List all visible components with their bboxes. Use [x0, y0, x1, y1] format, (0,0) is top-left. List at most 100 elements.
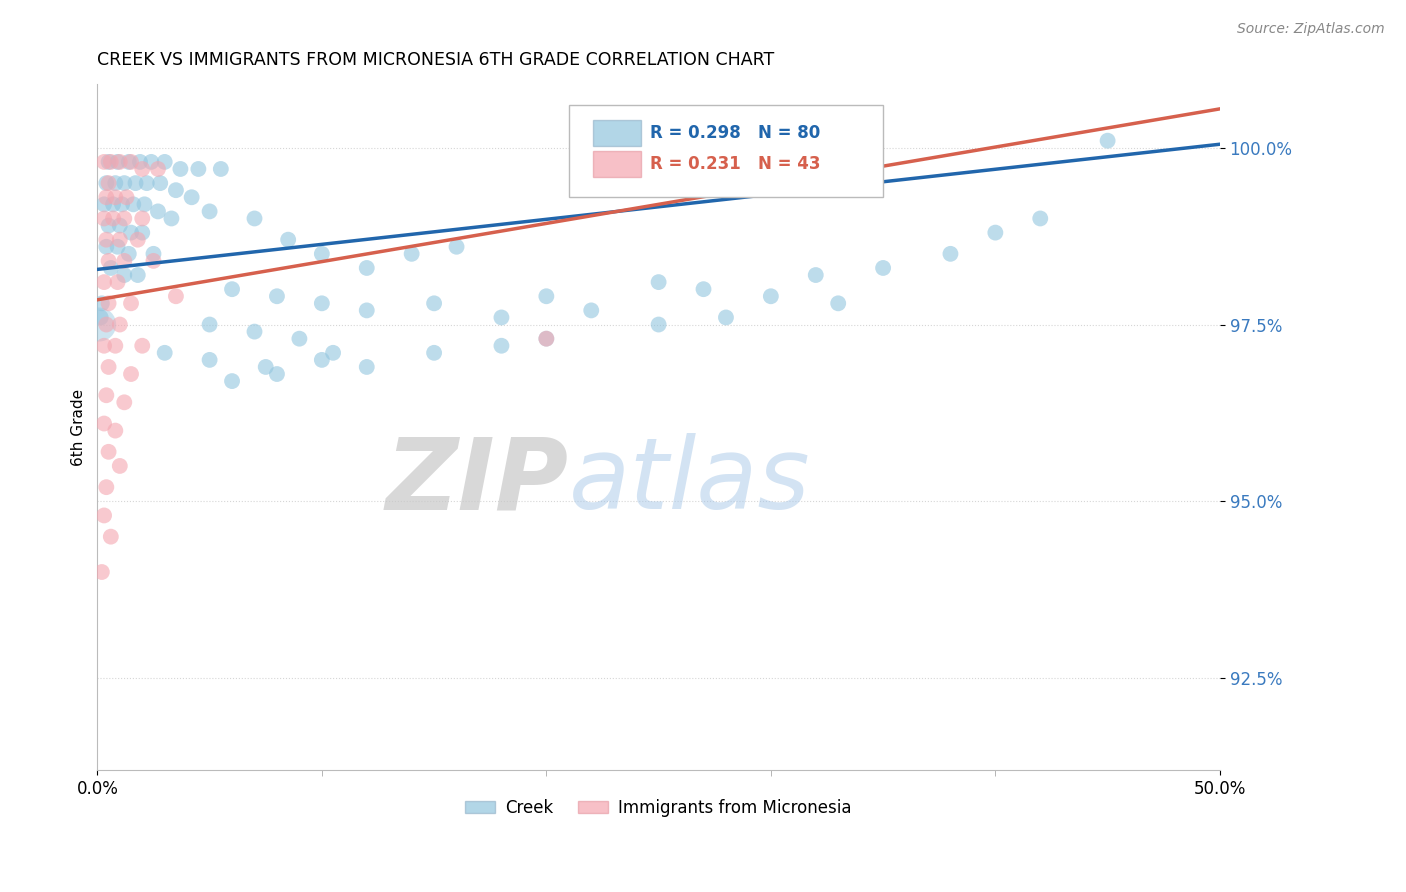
Point: [804, 268, 827, 282]
Point: [165, 289, 187, 303]
Point: [198, 318, 221, 332]
Point: [146, 204, 169, 219]
Point: [122, 197, 145, 211]
Point: [647, 318, 669, 332]
Point: [311, 247, 333, 261]
Point: [356, 359, 378, 374]
Point: [221, 282, 243, 296]
Point: [135, 176, 157, 190]
Point: [277, 233, 299, 247]
Point: [118, 155, 141, 169]
Point: [939, 247, 962, 261]
Point: [180, 190, 202, 204]
Text: ZIP: ZIP: [385, 434, 569, 531]
Point: [93, 211, 115, 226]
Point: [491, 310, 513, 325]
Point: [112, 395, 135, 409]
Point: [692, 282, 714, 296]
Y-axis label: 6th Grade: 6th Grade: [72, 389, 86, 466]
Point: [243, 325, 266, 339]
Point: [209, 161, 232, 176]
Point: [142, 247, 165, 261]
Point: [111, 197, 134, 211]
Point: [100, 530, 122, 544]
Text: R = 0.298   N = 80: R = 0.298 N = 80: [650, 124, 820, 142]
Point: [120, 367, 142, 381]
Point: [356, 303, 378, 318]
Point: [169, 161, 191, 176]
Point: [104, 339, 127, 353]
Point: [97, 155, 120, 169]
Text: atlas: atlas: [569, 434, 810, 531]
Point: [401, 247, 423, 261]
Point: [108, 219, 131, 233]
Point: [322, 346, 344, 360]
Point: [165, 183, 187, 197]
Point: [100, 155, 122, 169]
Point: [108, 318, 131, 332]
Point: [118, 247, 141, 261]
Point: [93, 275, 115, 289]
Point: [131, 211, 153, 226]
Point: [120, 155, 142, 169]
Point: [120, 226, 142, 240]
Point: [112, 268, 135, 282]
Point: [759, 289, 782, 303]
Point: [97, 359, 120, 374]
Point: [127, 268, 149, 282]
Point: [96, 176, 118, 190]
Point: [187, 161, 209, 176]
Point: [107, 155, 129, 169]
Point: [96, 240, 118, 254]
Point: [108, 233, 131, 247]
Point: [134, 197, 156, 211]
Point: [581, 303, 603, 318]
Point: [153, 155, 176, 169]
Point: [243, 211, 266, 226]
Point: [120, 296, 142, 310]
Point: [131, 161, 153, 176]
Point: [97, 445, 120, 459]
Point: [536, 332, 558, 346]
Point: [97, 296, 120, 310]
Point: [1097, 134, 1119, 148]
Text: CREEK VS IMMIGRANTS FROM MICRONESIA 6TH GRADE CORRELATION CHART: CREEK VS IMMIGRANTS FROM MICRONESIA 6TH …: [97, 51, 775, 69]
Point: [97, 219, 120, 233]
Point: [446, 240, 468, 254]
Point: [149, 176, 172, 190]
Point: [198, 204, 221, 219]
Point: [266, 367, 288, 381]
Point: [141, 155, 163, 169]
Point: [97, 253, 120, 268]
Point: [131, 339, 153, 353]
Point: [153, 346, 176, 360]
Point: [93, 508, 115, 523]
Legend: Creek, Immigrants from Micronesia: Creek, Immigrants from Micronesia: [458, 792, 859, 823]
Point: [104, 190, 127, 204]
Point: [108, 155, 131, 169]
Point: [984, 226, 1007, 240]
Point: [221, 374, 243, 388]
Point: [97, 176, 120, 190]
Point: [827, 296, 849, 310]
Point: [96, 318, 118, 332]
Point: [89, 318, 111, 332]
Point: [288, 332, 311, 346]
Point: [124, 176, 146, 190]
Point: [160, 211, 183, 226]
Point: [112, 253, 135, 268]
Bar: [593, 151, 641, 177]
Point: [536, 289, 558, 303]
Point: [356, 260, 378, 275]
Point: [129, 155, 152, 169]
Point: [1029, 211, 1052, 226]
Point: [311, 296, 333, 310]
Point: [107, 275, 129, 289]
Point: [131, 226, 153, 240]
Point: [107, 240, 129, 254]
Point: [536, 332, 558, 346]
Point: [90, 565, 112, 579]
Point: [115, 190, 138, 204]
Point: [142, 253, 165, 268]
Point: [311, 352, 333, 367]
